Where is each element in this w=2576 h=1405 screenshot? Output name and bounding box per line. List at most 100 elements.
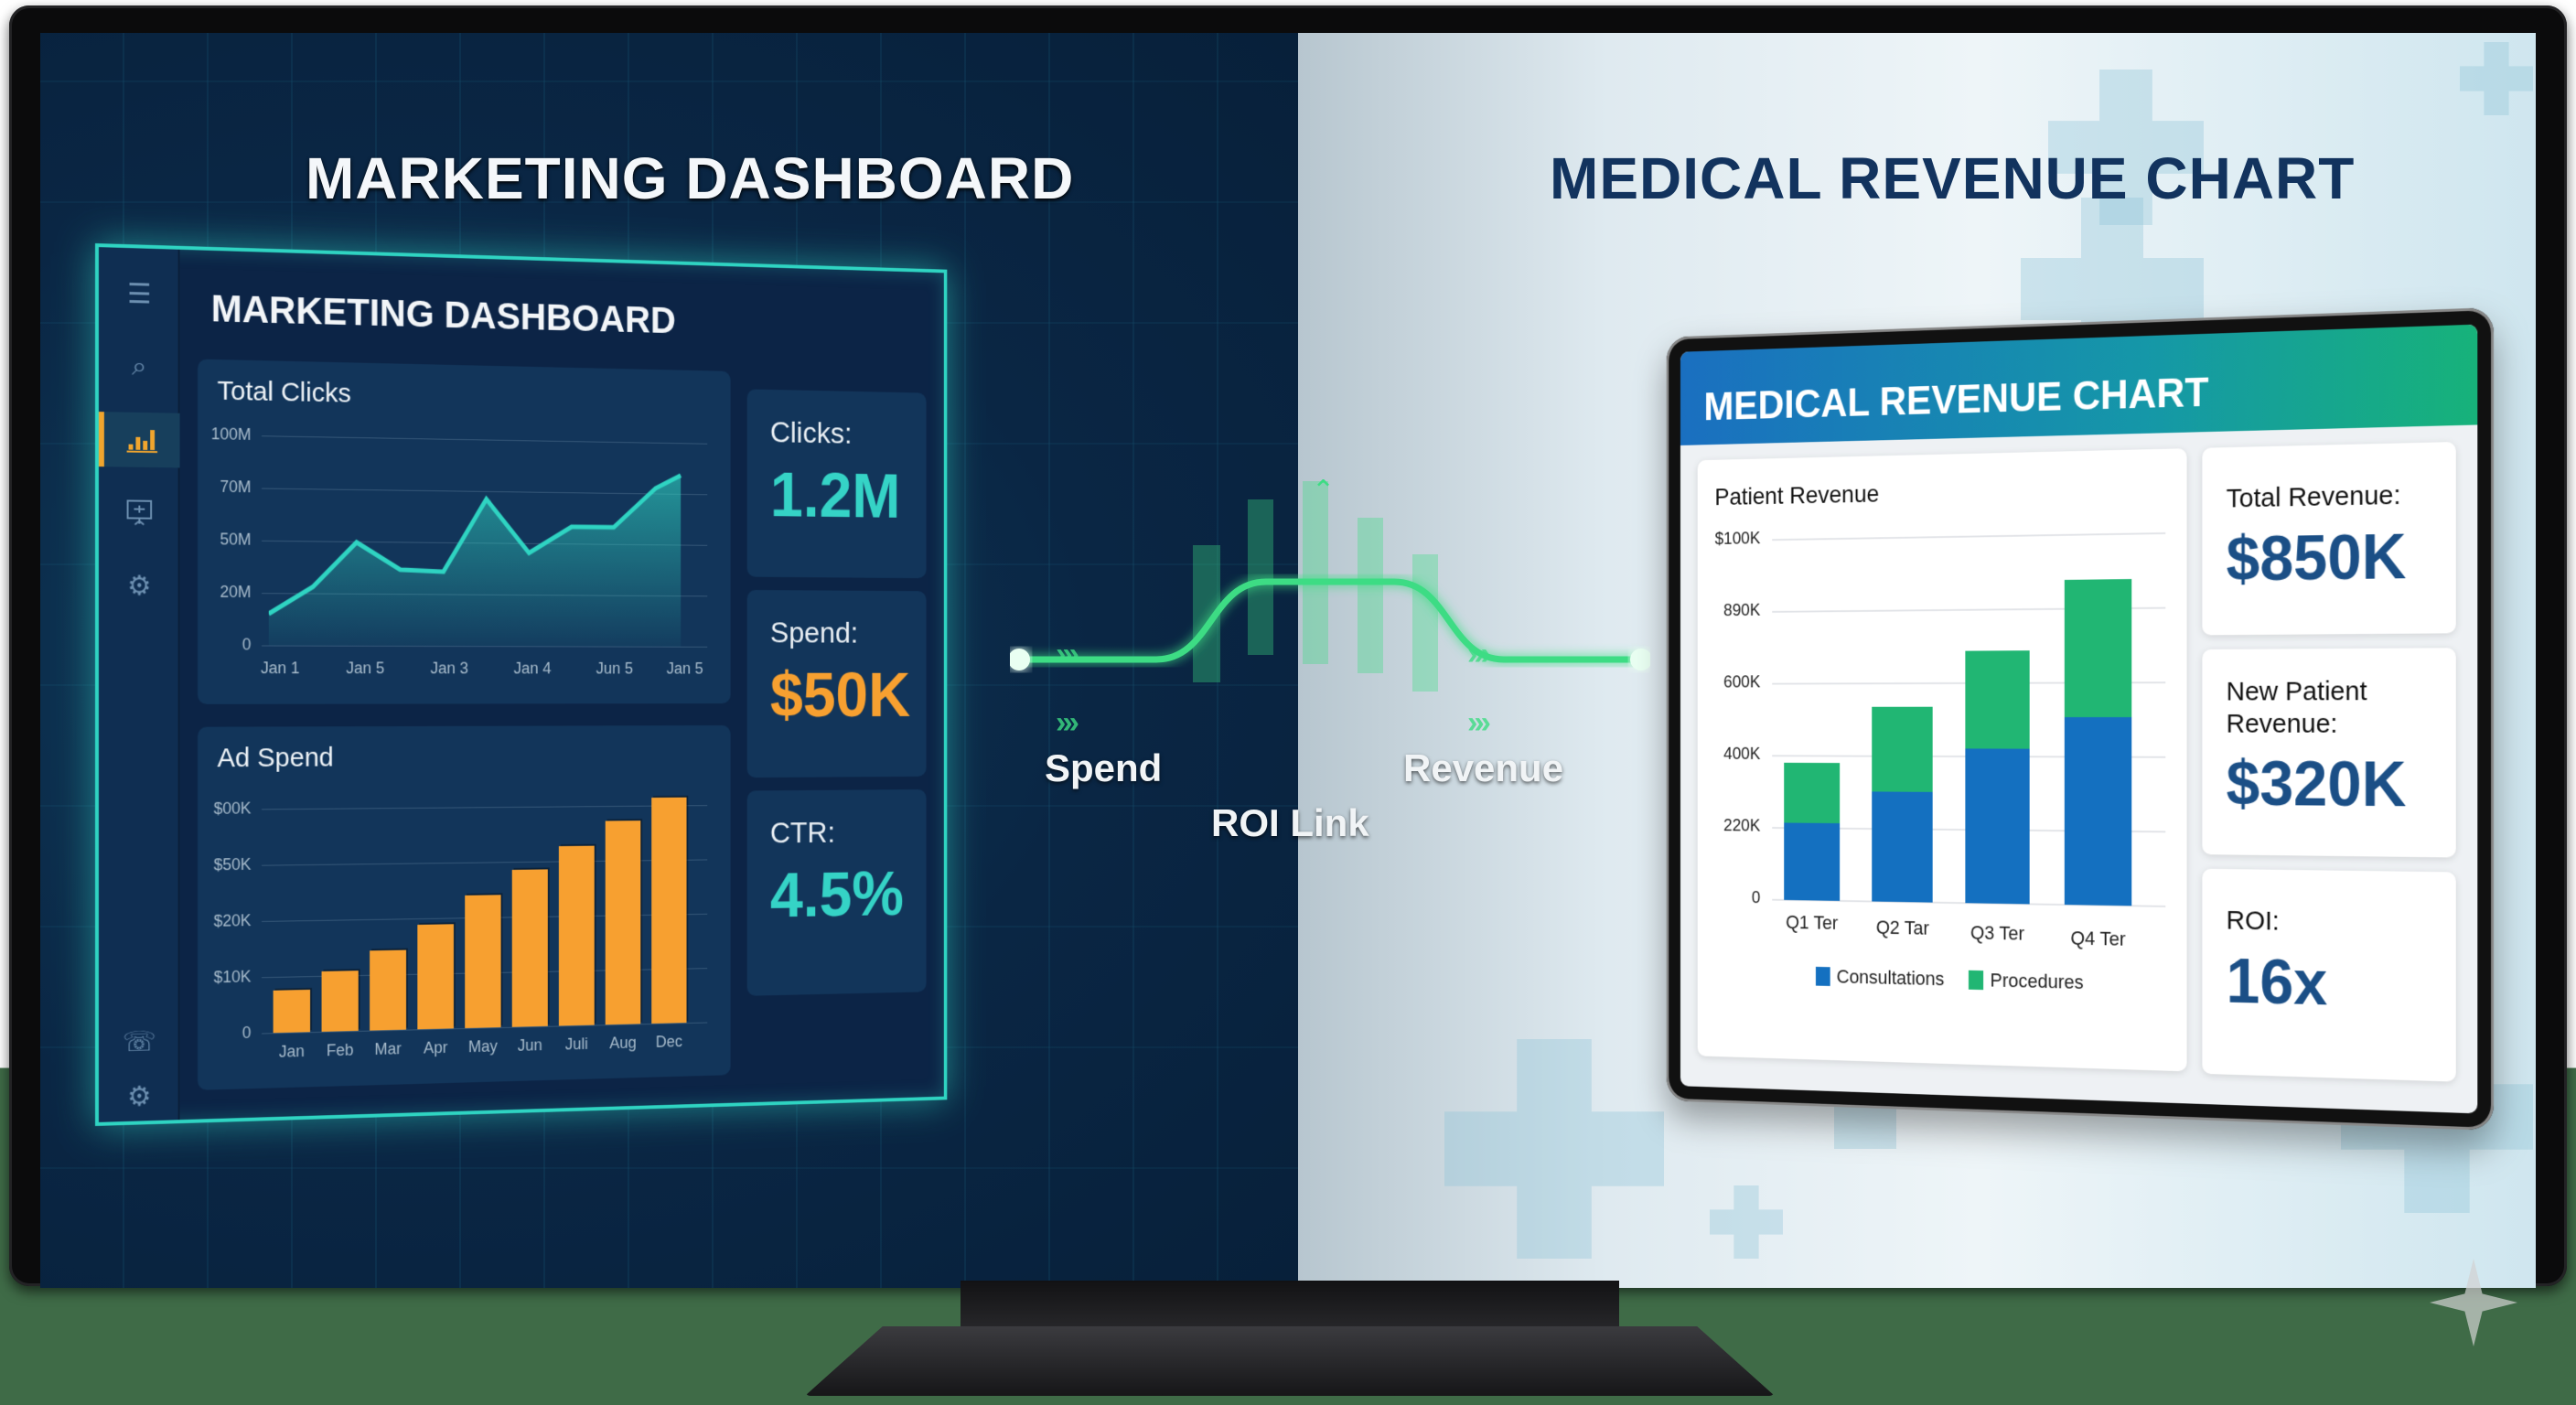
- marketing-dashboard-panel: ☰ ⌕ ⚙ ☏ ⚙ MARKETING DASHBOARD Total Clic…: [95, 243, 947, 1126]
- chart-title: Patient Revenue: [1714, 480, 1879, 511]
- kpi-roi-card: ROI: 16x: [2202, 869, 2455, 1082]
- y-tick: 70M: [198, 477, 251, 498]
- bar-q2-procedures: [1872, 707, 1932, 792]
- tv-monitor: MARKETING DASHBOARD MEDICAL REVENUE CHAR…: [9, 5, 2567, 1286]
- medical-tablet: MEDICAL REVENUE CHART Patient Revenue $1…: [1667, 307, 2494, 1131]
- kpi-label: New Patient Revenue:: [2227, 675, 2428, 741]
- bar-q3-procedures: [1965, 650, 2029, 748]
- menu-icon[interactable]: ☰: [99, 265, 180, 322]
- kpi-label: ROI:: [2227, 905, 2280, 938]
- roi-link-label: ROI Link: [1211, 801, 1369, 845]
- bar-q4-consultations: [2065, 717, 2131, 906]
- bar-feb: [322, 971, 359, 1032]
- marketing-heading: MARKETING DASHBOARD: [306, 145, 1074, 212]
- kpi-label: CTR:: [770, 816, 835, 851]
- x-tick: Jan 5: [656, 660, 714, 678]
- y-tick: $20K: [198, 911, 251, 931]
- kpi-new-patient-card: New Patient Revenue: $320K: [2202, 648, 2455, 857]
- kpi-value: $50K: [770, 660, 910, 731]
- ad-spend-card: Ad Spend $00K $50K $20K $10K 0: [198, 725, 731, 1090]
- x-tick: Jan 1: [249, 659, 311, 678]
- kpi-value: 1.2M: [770, 459, 901, 532]
- tv-stand-base: [805, 1326, 1775, 1396]
- y-tick: 50M: [198, 530, 251, 549]
- y-tick: $100K: [1698, 529, 1761, 550]
- chart-title: Ad Spend: [218, 743, 334, 774]
- spend-label: Spend: [1045, 746, 1162, 790]
- legend-label: Consultations: [1837, 966, 1945, 991]
- search-icon[interactable]: ⌕: [99, 338, 180, 395]
- arrow-right-icon: ›››: [1467, 705, 1487, 741]
- kpi-label: Clicks:: [770, 416, 852, 452]
- tablet-screen: MEDICAL REVENUE CHART Patient Revenue $1…: [1680, 325, 2477, 1114]
- legend-swatch: [1969, 971, 1983, 990]
- y-tick: $10K: [198, 968, 251, 988]
- bar-chart-icon[interactable]: [99, 412, 180, 467]
- clicks-area-plot: [269, 433, 698, 650]
- y-tick: $50K: [198, 855, 251, 875]
- settings-icon[interactable]: ⚙: [99, 558, 180, 613]
- x-tick: Jan 5: [335, 659, 396, 678]
- y-tick: 0: [1698, 887, 1761, 908]
- x-tick: Jan 3: [419, 660, 479, 679]
- y-tick: 0: [198, 1024, 251, 1044]
- bar-q3-consultations: [1965, 748, 2029, 904]
- kpi-value: $320K: [2227, 747, 2407, 820]
- legend-swatch: [1816, 967, 1830, 986]
- y-tick: 100M: [198, 424, 251, 445]
- legend-item: Consultations: [1816, 965, 1944, 991]
- bar-q2-consultations: [1872, 791, 1932, 902]
- kpi-clicks-card: Clicks: 1.2M: [747, 389, 927, 578]
- legend-label: Procedures: [1991, 969, 2084, 993]
- bar-jun: [512, 869, 548, 1026]
- kpi-total-revenue-card: Total Revenue: $850K: [2202, 442, 2455, 635]
- y-tick: 600K: [1698, 672, 1761, 692]
- bar-jul: [559, 846, 595, 1026]
- bar-dec: [651, 798, 686, 1024]
- x-tick: Jan 4: [502, 660, 562, 678]
- x-tick: Q2 Tar: [1858, 916, 1947, 940]
- kpi-label: Spend:: [770, 617, 858, 650]
- x-tick: Q4 Ter: [2052, 927, 2144, 951]
- svg-text:⌃: ⌃: [1312, 476, 1335, 506]
- chart-title: Total Clicks: [218, 376, 351, 410]
- arrow-right-icon: ›››: [1056, 705, 1076, 741]
- dashboard-title: MARKETING DASHBOARD: [211, 287, 676, 342]
- x-tick: Jun 5: [585, 660, 644, 678]
- bar-apr: [417, 924, 454, 1029]
- bar-jan: [274, 990, 310, 1033]
- settings-icon[interactable]: ⚙: [99, 1068, 180, 1125]
- arrow-right-icon: ›››: [1467, 637, 1487, 672]
- y-tick: 890K: [1698, 601, 1761, 621]
- y-tick: 20M: [198, 583, 251, 602]
- support-icon[interactable]: ☏: [99, 1014, 180, 1070]
- dashboard-title: MEDICAL REVENUE CHART: [1680, 325, 2477, 445]
- tv-screen: MARKETING DASHBOARD MEDICAL REVENUE CHAR…: [40, 33, 2536, 1288]
- x-tick: Q1 Ter: [1768, 911, 1856, 935]
- bar-q4-procedures: [2065, 579, 2131, 717]
- bar-q1-consultations: [1784, 822, 1840, 900]
- medical-cross-icon: [1710, 1185, 1783, 1259]
- x-tick: Dec: [639, 1032, 698, 1052]
- y-tick: 0: [198, 635, 251, 654]
- patient-revenue-card: Patient Revenue $100K 890K 600K 400K 220…: [1698, 448, 2187, 1071]
- total-clicks-card: Total Clicks 100M 70M 50M 20M 0 Jan 1 Ja…: [198, 359, 731, 704]
- x-tick: Q3 Ter: [1952, 921, 2043, 946]
- arrow-right-icon: ›››: [1056, 637, 1076, 672]
- kpi-ctr-card: CTR: 4.5%: [747, 789, 927, 996]
- y-tick: $00K: [198, 799, 251, 819]
- kpi-value: 16x: [2227, 945, 2328, 1019]
- bar-may: [465, 895, 500, 1028]
- presentation-icon[interactable]: [99, 485, 180, 541]
- kpi-value: 4.5%: [770, 859, 904, 932]
- kpi-value: $850K: [2227, 520, 2407, 595]
- bar-q1-procedures: [1784, 763, 1840, 823]
- kpi-spend-card: Spend: $50K: [747, 590, 927, 778]
- legend-item: Procedures: [1969, 969, 2083, 994]
- kpi-label: Total Revenue:: [2227, 479, 2401, 515]
- medical-heading: MEDICAL REVENUE CHART: [1550, 145, 2355, 212]
- medical-cross-icon: [1444, 1039, 1664, 1259]
- revenue-label: Revenue: [1403, 746, 1563, 790]
- medical-cross-icon: [2460, 42, 2533, 115]
- bar-mar: [370, 950, 406, 1031]
